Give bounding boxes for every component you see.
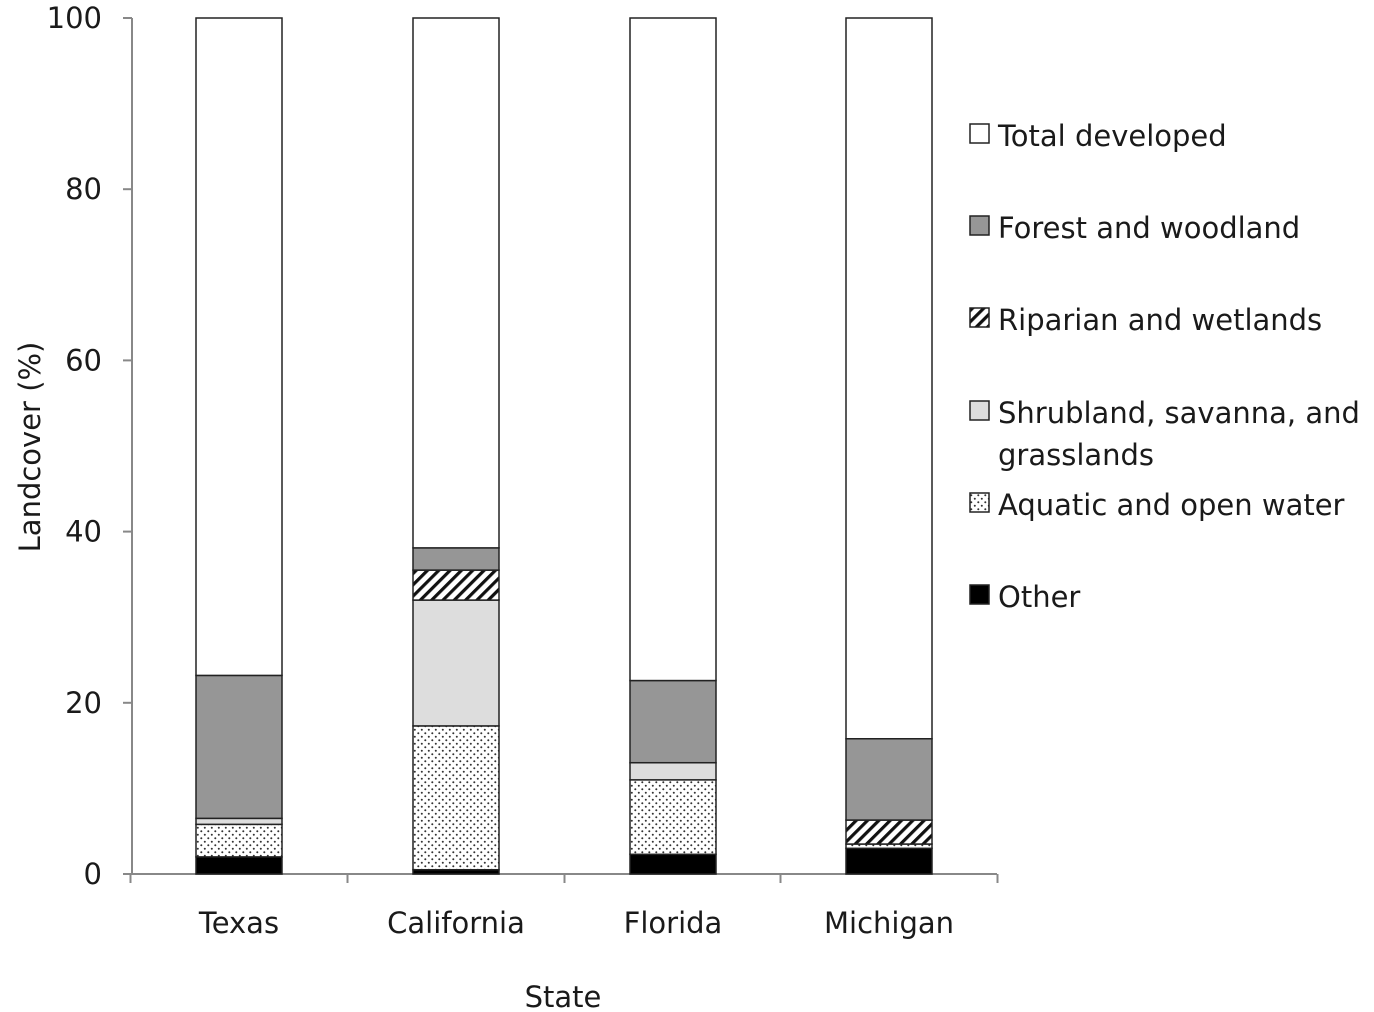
bar-texas-other	[195, 856, 283, 875]
y-tick-label: 80	[65, 172, 102, 206]
legend-swatch-other	[969, 584, 990, 605]
bar-michigan-total-developed	[845, 17, 933, 740]
bar-florida-shrubland-savanna-and-grasslands	[629, 761, 717, 781]
y-tick-labels: 0 20 40 60 80 100	[47, 1, 102, 891]
bar-florida-forest-and-woodland	[629, 679, 717, 764]
legend-label-total-developed: Total developed	[997, 119, 1227, 153]
bar-california-total-developed	[412, 17, 500, 549]
bar-michigan-forest-and-woodland	[845, 738, 933, 821]
legend-label-shrubland-savanna-and-grasslands: Shrubland, savanna, and grasslands	[998, 396, 1360, 472]
bar-texas-shrubland-savanna-and-grasslands	[195, 817, 283, 826]
legend-swatch-total-developed	[969, 123, 990, 144]
y-tick-label: 40	[65, 515, 102, 549]
y-tick-label: 60	[65, 343, 102, 377]
bar-texas-forest-and-woodland	[195, 674, 283, 820]
bar-florida-other	[629, 853, 717, 875]
bar-california-riparian-and-wetlands	[412, 569, 500, 601]
y-tick-label: 0	[84, 857, 102, 891]
x-tick-label-california: California	[387, 906, 525, 940]
legend-swatch-shrubland-savanna-and-grasslands	[969, 400, 990, 421]
legend-label-forest-and-woodland: Forest and woodland	[998, 211, 1300, 245]
bar-florida-aquatic-and-open-water	[629, 779, 717, 856]
bar-michigan-riparian-and-wetlands	[845, 819, 933, 845]
bar-california-shrubland-savanna-and-grasslands	[412, 599, 500, 727]
bar-michigan-other	[845, 847, 933, 875]
x-tick-labels: Texas California Florida Michigan	[198, 906, 954, 940]
x-tick-label-florida: Florida	[624, 906, 723, 940]
y-tick-label: 20	[65, 686, 102, 720]
bars	[195, 17, 933, 875]
bar-california-forest-and-woodland	[412, 547, 500, 571]
x-tick-label-michigan: Michigan	[824, 906, 954, 940]
bar-texas-aquatic-and-open-water	[195, 823, 283, 858]
legend: Total developed Forest and woodland Ripari…	[969, 119, 1360, 614]
bar-california-aquatic-and-open-water	[412, 725, 500, 871]
legend-label-other: Other	[998, 580, 1080, 614]
y-axis-title: Landcover (%)	[13, 342, 47, 553]
legend-swatch-aquatic-and-open-water	[969, 492, 990, 513]
bar-texas-total-developed	[195, 17, 283, 677]
legend-swatch-forest-and-woodland	[969, 215, 990, 236]
x-tick-label-texas: Texas	[198, 906, 279, 940]
legend-label-riparian-and-wetlands: Riparian and wetlands	[998, 303, 1322, 337]
bar-florida-total-developed	[629, 17, 717, 682]
y-tick-label: 100	[47, 1, 102, 35]
x-axis-title: State	[525, 980, 602, 1012]
legend-swatch-riparian-and-wetlands	[969, 307, 990, 328]
legend-label-aquatic-and-open-water: Aquatic and open water	[998, 488, 1345, 522]
